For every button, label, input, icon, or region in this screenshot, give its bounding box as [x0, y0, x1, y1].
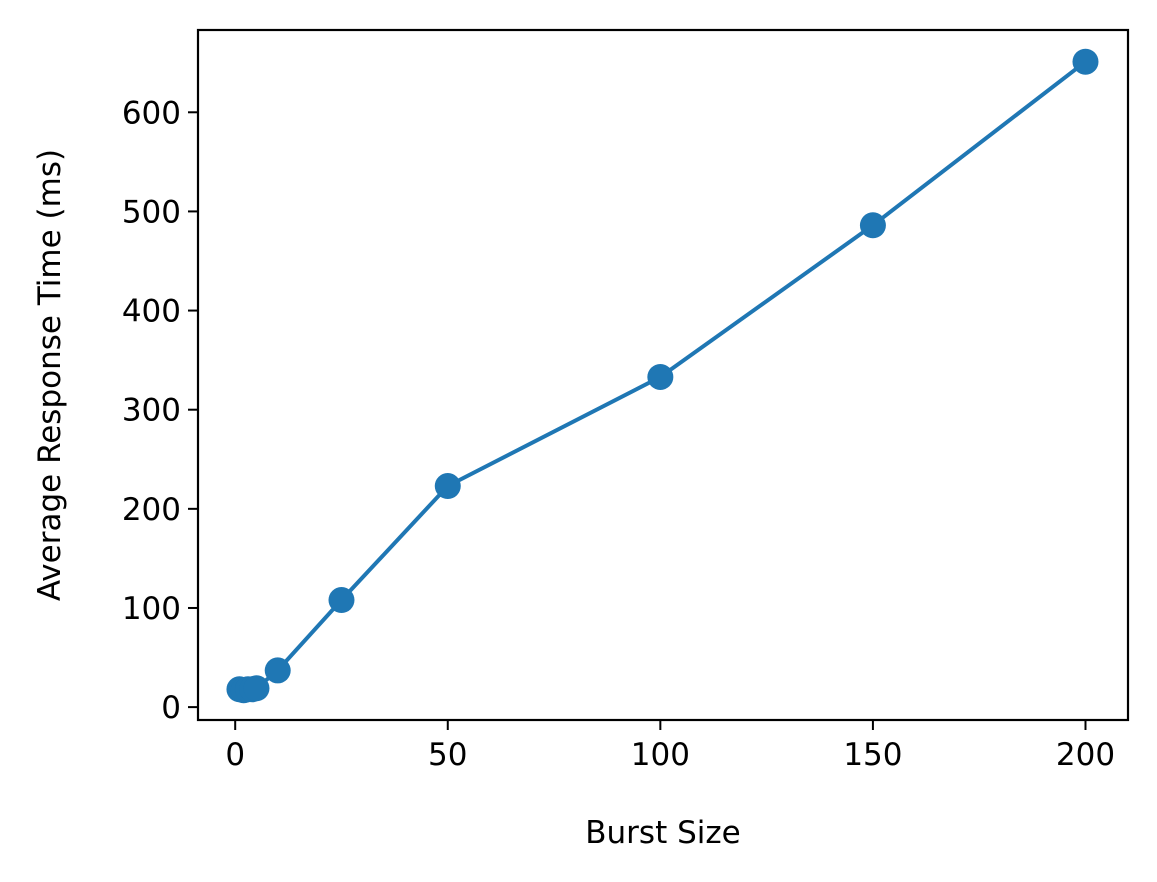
series-layer [226, 48, 1099, 704]
y-tick-label: 400 [122, 294, 181, 330]
y-tick-label: 600 [122, 95, 181, 131]
y-tick-label: 500 [122, 194, 181, 230]
y-tick-label: 100 [122, 591, 181, 627]
data-point [859, 212, 886, 239]
y-axis-ticks: 0 100 200 300 400 500 600 [122, 95, 198, 726]
x-tick-label: 0 [225, 737, 245, 773]
plot-frame [196, 28, 1130, 722]
x-tick-label: 50 [428, 737, 467, 773]
x-axis-label: Burst Size [585, 815, 740, 851]
x-tick-label: 150 [843, 737, 902, 773]
x-axis-ticks: 0 50 100 150 200 [225, 720, 1115, 773]
y-tick-label: 300 [122, 393, 181, 429]
y-tick-label: 0 [161, 690, 181, 726]
data-point [647, 363, 674, 390]
data-point [434, 473, 461, 500]
data-point [243, 675, 270, 702]
y-axis-label: Average Response Time (ms) [32, 149, 68, 601]
data-point [328, 587, 355, 614]
x-tick-label: 100 [631, 737, 690, 773]
x-tick-label: 200 [1056, 737, 1115, 773]
data-point [264, 657, 291, 684]
y-tick-label: 200 [122, 492, 181, 528]
data-point [1072, 48, 1099, 75]
